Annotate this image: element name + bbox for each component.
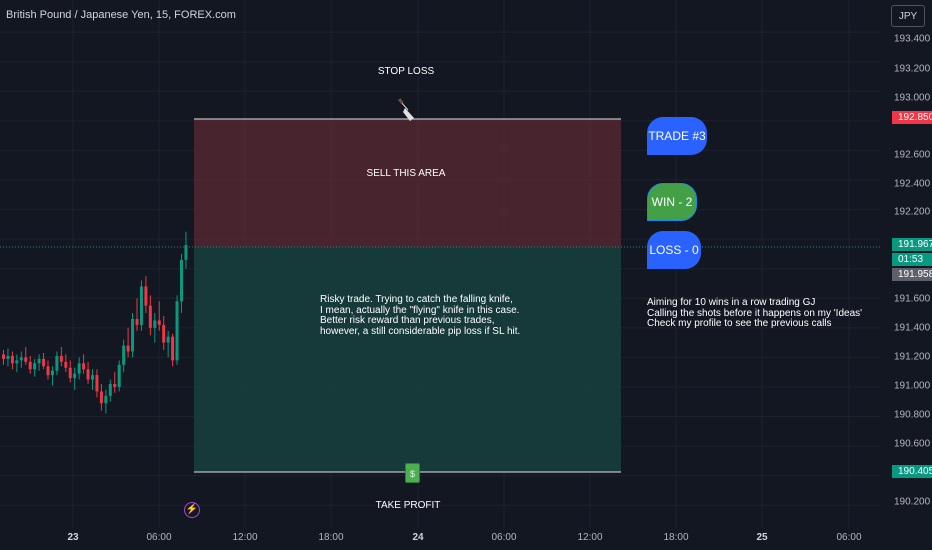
candle-body [184,245,188,260]
candle-body [19,357,23,361]
candle-body [148,305,152,328]
candle-body [131,318,135,352]
candle-body [166,336,170,343]
candle-body [104,395,108,404]
candle-body [175,301,179,361]
candle-body [126,345,130,352]
price-tick: 193.400 [894,33,931,45]
candle-body [82,363,86,370]
candle-body [117,364,121,387]
candle-body [91,375,94,380]
note-line: however, a still considerable pip loss i… [320,325,521,337]
candle-body [180,259,183,302]
time-label: 25 [756,532,768,543]
candle-body [28,361,32,370]
time-axis[interactable] [0,528,880,550]
side-note-line: Calling the shots before it happens on m… [647,307,863,319]
time-label: 24 [412,532,424,543]
reward-zone [194,247,621,472]
candle-body [157,320,161,325]
candle-body [122,345,126,365]
price-tick: 190.600 [894,438,931,450]
price-tick: 190.200 [894,496,931,508]
candlestick-series [2,231,188,414]
candle-body [59,355,63,362]
candle-body [139,286,143,325]
price-tick: 193.200 [894,63,931,75]
time-label: 12:00 [232,532,258,543]
lightning-icon[interactable]: ⚡ [184,502,200,518]
candle-body [42,358,46,367]
candle-body [86,369,90,380]
countdown-tag: 01:53 [892,253,932,266]
side-note-line: Check my profile to see the previous cal… [647,318,832,329]
trade-note: Risky trade. Trying to catch the falling… [320,294,521,337]
candle-body [37,358,41,364]
time-label: 23 [67,532,79,543]
sell-area-label: SELL THIS AREA [366,168,446,179]
candle-body [77,363,81,374]
candle-body [50,370,54,376]
candle-body [46,366,50,376]
price-tick: 192.400 [894,178,931,190]
candle-body [6,355,10,359]
candle-body [162,324,166,343]
candle-body [10,355,14,364]
currency-button[interactable]: JPY [891,5,925,27]
take-profit-price-tag: 190.405 [892,465,932,478]
price-tick: 191.400 [894,322,931,334]
side-note: Aiming for 10 wins in a row trading GJ C… [647,297,863,330]
time-label: 18:00 [663,532,689,543]
price-tick: 191.200 [894,351,931,363]
candle-body [95,375,99,392]
candle-body [55,355,59,371]
take-profit-label: TAKE PROFIT [375,500,441,511]
candle-body [99,391,103,404]
stop-loss-price-tag: 192.850 [892,111,932,124]
candle-body [24,357,28,362]
note-line: Better risk reward than previous trades, [320,315,495,326]
money-icon: $ [405,463,420,483]
note-line: Risky trade. Trying to catch the falling… [320,294,513,305]
side-note-line: Aiming for 10 wins in a row trading GJ [647,297,816,308]
note-line: I mean, actually the "flying" knife in t… [320,304,520,316]
candle-body [68,367,72,379]
time-label: 06:00 [491,532,517,543]
current-price-tag: 191.967 [892,238,932,251]
price-tick: 192.200 [894,206,931,218]
time-label: 06:00 [836,532,862,543]
price-tick: 191.600 [894,293,931,305]
candle-body [73,373,77,379]
price-tick: 193.000 [894,92,931,104]
candle-body [153,320,157,328]
candle-body [15,360,19,364]
candle-body [113,384,117,387]
symbol-title: British Pound / Japanese Yen, 15, FOREX.… [6,9,236,21]
knife-icon [397,98,414,121]
candle-body [144,286,148,306]
price-tick: 190.800 [894,409,931,421]
candle-body [33,363,37,370]
loss-count-bubble[interactable]: LOSS - 0 [647,231,701,269]
risk-zone [194,119,621,247]
candle-body [2,354,5,359]
time-label: 18:00 [318,532,344,543]
time-label: 12:00 [577,532,603,543]
candle-body [108,384,112,396]
time-label: 06:00 [146,532,172,543]
stop-loss-label: STOP LOSS [377,66,435,77]
candle-body [171,336,175,361]
win-count-bubble[interactable]: WIN - 2 [647,183,697,221]
last-close-tag: 191.958 [892,268,932,281]
candle-body [64,361,68,368]
trade-count-bubble[interactable]: TRADE #3 [647,117,707,155]
candle-body [135,318,139,325]
price-tick: 192.600 [894,149,931,161]
price-tick: 191.000 [894,380,931,392]
